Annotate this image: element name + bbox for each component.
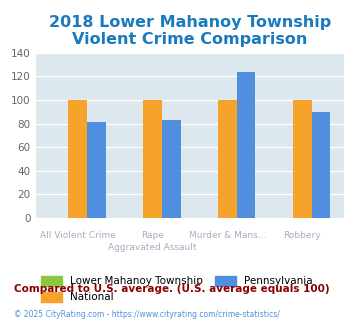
Title: 2018 Lower Mahanoy Township
Violent Crime Comparison: 2018 Lower Mahanoy Township Violent Crim… <box>49 15 331 48</box>
Text: Aggravated Assault: Aggravated Assault <box>108 243 197 251</box>
Bar <box>68 100 87 218</box>
Bar <box>293 100 312 218</box>
Text: Rape: Rape <box>141 231 164 240</box>
Text: © 2025 CityRating.com - https://www.cityrating.com/crime-statistics/: © 2025 CityRating.com - https://www.city… <box>14 310 280 319</box>
Text: Compared to U.S. average. (U.S. average equals 100): Compared to U.S. average. (U.S. average … <box>14 284 330 294</box>
Bar <box>87 122 106 218</box>
Text: Robbery: Robbery <box>283 231 321 240</box>
Bar <box>143 100 162 218</box>
Bar <box>162 120 181 218</box>
Text: All Violent Crime: All Violent Crime <box>40 231 115 240</box>
Text: Murder & Mans...: Murder & Mans... <box>189 231 266 240</box>
Legend: Lower Mahanoy Township, National, Pennsylvania: Lower Mahanoy Township, National, Pennsy… <box>41 276 313 302</box>
Bar <box>218 100 237 218</box>
Bar <box>312 112 330 218</box>
Bar <box>237 72 256 218</box>
